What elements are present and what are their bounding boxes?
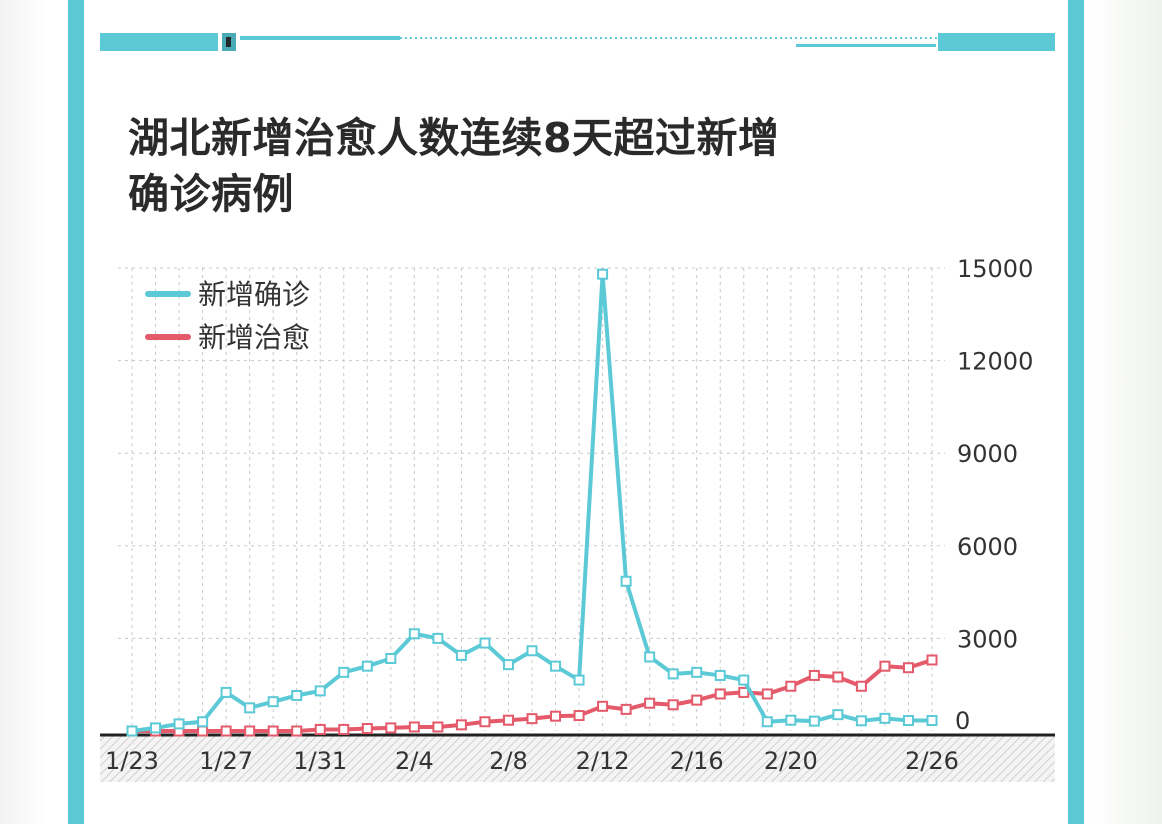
y-tick-label: 12000 xyxy=(957,348,1033,376)
x-axis-band xyxy=(100,736,1055,782)
data-point xyxy=(526,645,538,657)
data-point xyxy=(385,722,397,734)
x-tick-label: 2/16 xyxy=(670,747,724,775)
data-point xyxy=(150,722,162,734)
data-point xyxy=(314,685,326,697)
data-point xyxy=(597,268,609,280)
data-point xyxy=(691,694,703,706)
header-decoration xyxy=(100,33,1055,51)
data-point xyxy=(832,671,844,683)
data-point xyxy=(408,721,420,733)
x-tick-label: 2/8 xyxy=(489,747,528,775)
x-tick-label: 1/27 xyxy=(199,747,253,775)
data-point xyxy=(785,680,797,692)
legend-label: 新增确诊 xyxy=(198,278,310,311)
x-tick-label: 2/12 xyxy=(576,747,630,775)
data-point xyxy=(338,723,350,735)
data-point xyxy=(173,718,185,730)
card-frame xyxy=(68,0,1084,824)
data-point xyxy=(291,690,303,702)
data-point xyxy=(902,662,914,674)
y-tick-label: 9000 xyxy=(957,440,1018,468)
data-point xyxy=(220,686,232,698)
data-point xyxy=(902,715,914,727)
data-point xyxy=(620,703,632,715)
data-point xyxy=(879,712,891,724)
data-point xyxy=(620,575,632,587)
data-point xyxy=(244,702,256,714)
data-point xyxy=(714,688,726,700)
data-point xyxy=(926,654,938,666)
data-point xyxy=(855,715,867,727)
data-point xyxy=(432,721,444,733)
data-point xyxy=(220,725,232,737)
data-point xyxy=(385,652,397,664)
data-point xyxy=(338,666,350,678)
data-point xyxy=(832,709,844,721)
data-point xyxy=(502,659,514,671)
data-point xyxy=(361,723,373,735)
data-point xyxy=(691,666,703,678)
data-point xyxy=(455,649,467,661)
chart-title: 湖北新增治愈人数连续8天超过新增 确诊病例 xyxy=(128,110,928,222)
x-tick-label: 2/20 xyxy=(764,747,818,775)
title-line-2: 确诊病例 xyxy=(128,170,294,218)
data-point xyxy=(126,725,138,737)
data-point xyxy=(197,725,209,737)
y-tick-label: 6000 xyxy=(957,533,1018,561)
data-point xyxy=(644,697,656,709)
y-tick-label: 15000 xyxy=(957,255,1033,283)
data-point xyxy=(502,714,514,726)
x-tick-label: 2/4 xyxy=(395,747,434,775)
data-point xyxy=(879,660,891,672)
data-point xyxy=(291,725,303,737)
data-point xyxy=(738,674,750,686)
data-point xyxy=(738,686,750,698)
data-point xyxy=(432,632,444,644)
data-point xyxy=(361,660,373,672)
data-point xyxy=(761,688,773,700)
title-line-1: 湖北新增治愈人数连续8天超过新增 xyxy=(128,114,780,162)
data-point xyxy=(550,660,562,672)
data-point xyxy=(479,637,491,649)
data-point xyxy=(667,668,679,680)
data-point xyxy=(550,710,562,722)
data-point xyxy=(785,714,797,726)
data-point xyxy=(267,725,279,737)
x-tick-label: 1/31 xyxy=(293,747,347,775)
data-point xyxy=(644,651,656,663)
data-point xyxy=(526,713,538,725)
data-point xyxy=(573,710,585,722)
data-point xyxy=(479,716,491,728)
x-tick-label: 1/23 xyxy=(105,747,159,775)
data-point xyxy=(855,680,867,692)
data-point xyxy=(714,669,726,681)
data-point xyxy=(244,725,256,737)
data-point xyxy=(808,715,820,727)
data-point xyxy=(667,699,679,711)
y-tick-label: 3000 xyxy=(957,625,1018,653)
data-point xyxy=(314,723,326,735)
data-point xyxy=(597,700,609,712)
x-tick-label: 2/26 xyxy=(905,747,959,775)
data-point xyxy=(573,674,585,686)
y-tick-label: 0 xyxy=(955,707,970,735)
data-point xyxy=(808,669,820,681)
data-point xyxy=(267,696,279,708)
data-point xyxy=(408,628,420,640)
data-point xyxy=(926,715,938,727)
data-point xyxy=(455,719,467,731)
data-point xyxy=(761,716,773,728)
data-point xyxy=(197,716,209,728)
legend-label: 新增治愈 xyxy=(198,321,310,354)
